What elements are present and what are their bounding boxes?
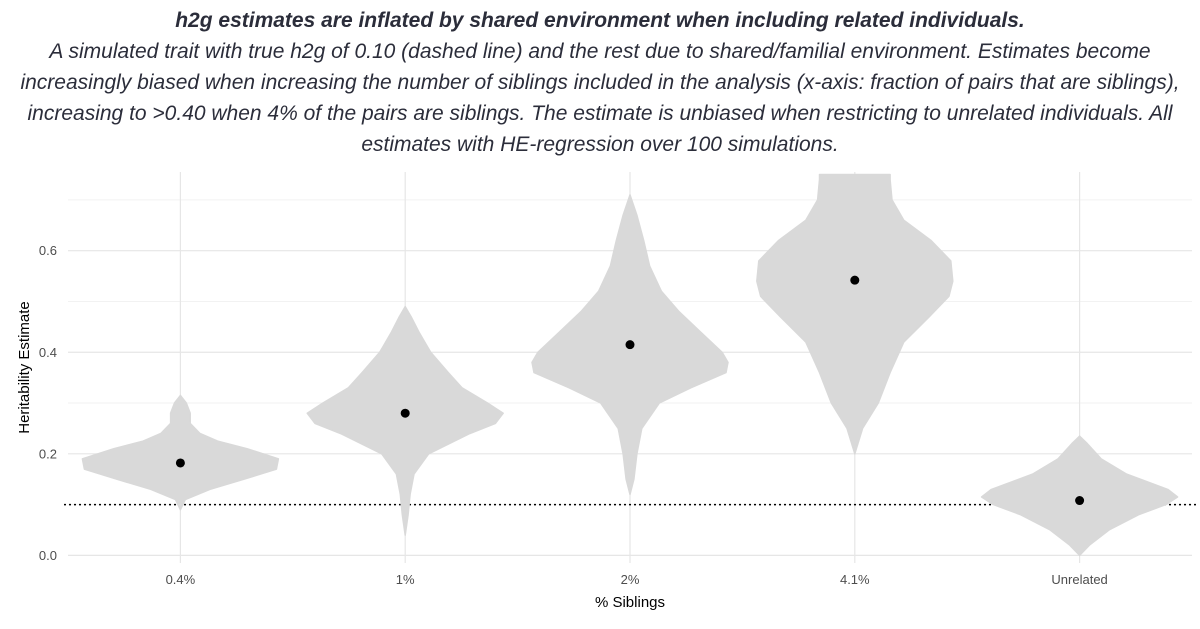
y-tick-label: 0.0 bbox=[39, 548, 57, 563]
y-axis-title: Heritability Estimate bbox=[16, 301, 33, 434]
y-tick-label: 0.4 bbox=[39, 345, 57, 360]
x-tick-label: Unrelated bbox=[1051, 572, 1107, 587]
violin-1 bbox=[81, 394, 280, 511]
x-tick-label: 2% bbox=[621, 572, 640, 587]
mean-point-layer bbox=[175, 275, 1085, 506]
y-tick-label: 0.6 bbox=[39, 243, 57, 258]
mean-point bbox=[850, 275, 860, 285]
x-tick-labels: 0.4% 1% 2% 4.1% Unrelated bbox=[166, 572, 1108, 587]
chart-subtitle: A simulated trait with true h2g of 0.10 … bbox=[20, 40, 1180, 156]
x-tick-label: 4.1% bbox=[840, 572, 870, 587]
x-tick-label: 1% bbox=[396, 572, 415, 587]
mean-point bbox=[1075, 496, 1085, 506]
mean-point bbox=[625, 340, 635, 350]
y-tick-label: 0.2 bbox=[39, 446, 57, 461]
y-tick-labels: 0.0 0.2 0.4 0.6 bbox=[39, 243, 57, 563]
chart-header: h2g estimates are inflated by shared env… bbox=[0, 6, 1200, 160]
chart-title: h2g estimates are inflated by shared env… bbox=[175, 9, 1025, 32]
violin-2 bbox=[306, 305, 504, 536]
x-axis-title: % Siblings bbox=[595, 594, 665, 611]
mean-point bbox=[175, 458, 185, 468]
mean-point bbox=[400, 408, 410, 418]
violin-5 bbox=[980, 435, 1179, 557]
x-tick-label: 0.4% bbox=[166, 572, 196, 587]
violin-4 bbox=[756, 173, 954, 455]
